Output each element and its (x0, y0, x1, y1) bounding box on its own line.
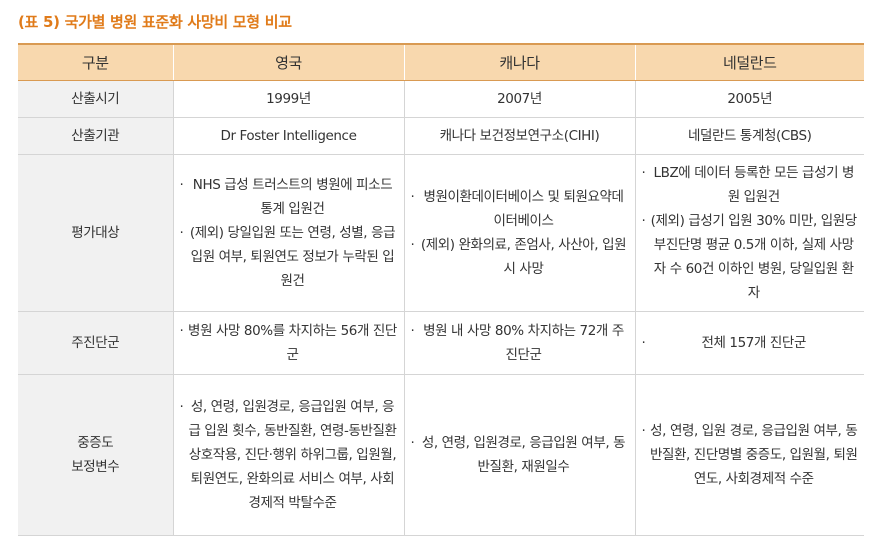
header-row: 구분 영국 캐나다 네덜란드 (18, 43, 864, 81)
row-label-target: 평가대상 (18, 154, 173, 312)
row-year: 산출시기 1999년 2007년 2005년 (18, 80, 864, 118)
list-item: 병원 내 사망 80% 차지하는 72개 주진단군 (411, 319, 629, 367)
list-item: 전체 157개 진단군 (642, 331, 859, 355)
cell-year-uk: 1999년 (172, 80, 404, 118)
comparison-table: 구분 영국 캐나다 네덜란드 산출시기 1999년 2007년 2005년 산출… (18, 43, 864, 536)
list-item: 성, 연령, 입원경로, 응급입원 여부, 동반질환, 재원일수 (411, 431, 629, 479)
row-severity-variables: 중증도 보정변수 성, 연령, 입원경로, 응급입원 여부, 응급 입원 횟수,… (18, 374, 864, 536)
row-label-severity-variables: 중증도 보정변수 (18, 374, 173, 536)
cell-target-netherlands: LBZ에 데이터 등록한 모든 급성기 병원 입원건 (제외) 급성기 입원 3… (634, 154, 864, 312)
row-label-diagnosis-group: 주진단군 (18, 311, 173, 375)
cell-target-canada: 병원이환데이터베이스 및 퇴원요약데이터베이스 (제외) 완화의료, 존엄사, … (403, 154, 635, 312)
cell-severity-canada: 성, 연령, 입원경로, 응급입원 여부, 동반질환, 재원일수 (403, 374, 635, 536)
list-item: NHS 급성 트러스트의 병원에 피소드통계 입원건 (180, 173, 398, 221)
cell-org-netherlands: 네덜란드 통계청(CBS) (634, 117, 864, 155)
list-item: 성, 연령, 입원 경로, 응급입원 여부, 동반질환, 진단명별 중증도, 입… (642, 419, 859, 491)
row-organization: 산출기관 Dr Foster Intelligence 캐나다 보건정보연구소(… (18, 117, 864, 155)
row-label-line: 보정변수 (71, 459, 120, 475)
cell-target-uk: NHS 급성 트러스트의 병원에 피소드통계 입원건 (제외) 당일입원 또는 … (172, 154, 404, 312)
list-item: (제외) 완화의료, 존엄사, 사산아, 입원 시 사망 (411, 233, 629, 281)
cell-severity-netherlands: 성, 연령, 입원 경로, 응급입원 여부, 동반질환, 진단명별 중증도, 입… (634, 374, 864, 536)
list-item: (제외) 급성기 입원 30% 미만, 입원당 부진단명 평균 0.5개 이하,… (642, 209, 859, 305)
row-label-year: 산출시기 (18, 80, 173, 118)
list-item: LBZ에 데이터 등록한 모든 급성기 병원 입원건 (642, 161, 859, 209)
list-item: (제외) 당일입원 또는 연령, 성별, 응급입원 여부, 퇴원연도 정보가 누… (180, 221, 398, 293)
cell-org-canada: 캐나다 보건정보연구소(CIHI) (403, 117, 635, 155)
cell-org-uk: Dr Foster Intelligence (172, 117, 404, 155)
cell-severity-uk: 성, 연령, 입원경로, 응급입원 여부, 응급 입원 횟수, 동반질환, 연령… (172, 374, 404, 536)
header-canada: 캐나다 (403, 43, 635, 81)
list-item: 병원 사망 80%를 차지하는 56개 진단군 (180, 319, 398, 367)
row-target: 평가대상 NHS 급성 트러스트의 병원에 피소드통계 입원건 (제외) 당일입… (18, 154, 864, 312)
cell-dx-canada: 병원 내 사망 80% 차지하는 72개 주진단군 (403, 311, 635, 375)
list-item: 병원이환데이터베이스 및 퇴원요약데이터베이스 (411, 185, 629, 233)
cell-year-netherlands: 2005년 (634, 80, 864, 118)
table-caption: (표 5) 국가별 병원 표준화 사망비 모형 비교 (18, 13, 292, 31)
list-item: 성, 연령, 입원경로, 응급입원 여부, 응급 입원 횟수, 동반질환, 연령… (180, 395, 398, 515)
header-uk: 영국 (172, 43, 404, 81)
row-label-line: 중증도 (77, 435, 114, 451)
header-netherlands: 네덜란드 (634, 43, 864, 81)
cell-dx-netherlands: 전체 157개 진단군 (634, 311, 864, 375)
header-category: 구분 (18, 43, 173, 81)
cell-year-canada: 2007년 (403, 80, 635, 118)
row-label-organization: 산출기관 (18, 117, 173, 155)
row-diagnosis-group: 주진단군 병원 사망 80%를 차지하는 56개 진단군 병원 내 사망 80%… (18, 311, 864, 375)
cell-dx-uk: 병원 사망 80%를 차지하는 56개 진단군 (172, 311, 404, 375)
